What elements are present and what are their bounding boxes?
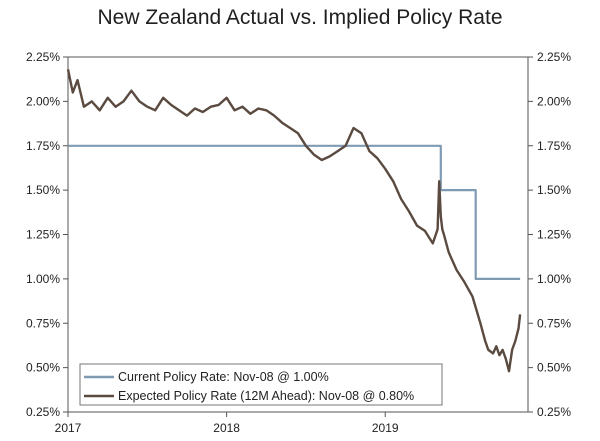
x-tick-label: 2018 [213,421,240,435]
y-tick-label-left: 1.75% [26,139,60,153]
y-tick-label-left: 0.50% [26,361,60,375]
legend-label-expected: Expected Policy Rate (12M Ahead): Nov-08… [118,389,414,403]
y-axis-left: 2.25% 2.00% 1.75% 1.50% 1.25% 1.00% 0.75% 0.50%… [26,50,68,419]
y-tick-label-right: 0.25% [537,405,571,419]
series-layer [66,69,522,373]
plot-frame [67,56,529,413]
y-tick-label-right: 1.25% [537,228,571,242]
chart-title: New Zealand Actual vs. Implied Policy Ra… [97,6,503,29]
y-tick-label-right: 1.75% [537,139,571,153]
series-line-current-policy-rate [68,144,521,280]
y-axis-right: 2.25% 2.00% 1.75% 1.50% 1.25% 1.00% 0.75% 0.50%… [528,50,571,419]
y-tick-label-left: 0.25% [26,405,60,419]
legend: Current Policy Rate: Nov-08 @ 1.00% Expe… [79,363,443,406]
y-tick-label-right: 0.50% [537,361,571,375]
legend-box [79,363,443,406]
y-tick-label-right: 2.00% [537,94,571,108]
y-tick-label-right: 2.25% [537,50,571,64]
y-tick-label-left: 2.25% [26,50,60,64]
y-tick-label-left: 1.50% [26,183,60,197]
x-tick-label: 2017 [55,421,82,435]
y-tick-label-left: 1.00% [26,272,60,286]
y-tick-label-right: 1.00% [537,272,571,286]
series-line-expected-policy-rate [66,69,522,373]
y-tick-label-left: 0.75% [26,316,60,330]
y-tick-label-left: 1.25% [26,228,60,242]
legend-label-current: Current Policy Rate: Nov-08 @ 1.00% [118,370,329,384]
x-axis: 2017 2018 2019 [55,412,399,435]
y-tick-label-right: 1.50% [537,183,571,197]
y-tick-label-right: 0.75% [537,316,571,330]
y-tick-label-left: 2.00% [26,94,60,108]
x-tick-label: 2019 [372,421,399,435]
